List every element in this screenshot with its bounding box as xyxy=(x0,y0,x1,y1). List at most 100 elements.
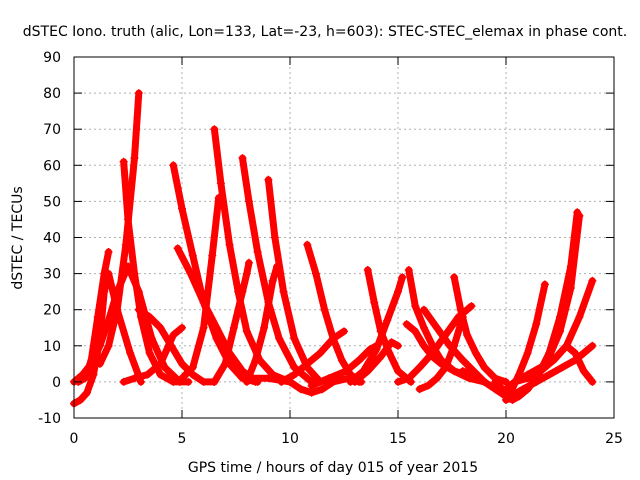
data-point xyxy=(415,385,424,394)
data-point xyxy=(329,334,338,343)
data-point xyxy=(571,349,580,358)
data-point xyxy=(167,341,176,350)
data-point xyxy=(411,327,420,336)
data-point xyxy=(178,359,186,368)
data-point xyxy=(303,359,312,368)
data-point xyxy=(130,374,139,383)
data-point xyxy=(145,349,154,358)
x-tick-label: 10 xyxy=(281,431,299,447)
satellite-arc-17 xyxy=(277,327,348,386)
series-line xyxy=(243,374,363,397)
data-point xyxy=(80,374,89,383)
data-point xyxy=(320,305,329,314)
data-point xyxy=(188,363,197,372)
data-point xyxy=(104,247,113,256)
data-point xyxy=(450,273,459,282)
series-line xyxy=(70,270,145,408)
data-point xyxy=(119,157,128,166)
data-point xyxy=(450,367,459,376)
series-line xyxy=(511,342,596,386)
data-point xyxy=(398,273,407,282)
data-point xyxy=(296,385,305,394)
data-point xyxy=(251,356,260,365)
series-line xyxy=(120,158,192,386)
data-point xyxy=(303,240,312,249)
data-point xyxy=(318,385,327,394)
data-point xyxy=(419,323,428,332)
satellite-arc-35 xyxy=(510,341,597,386)
x-axis-label: GPS time / hours of day 015 of year 2015 xyxy=(188,460,478,476)
x-tick-label: 0 xyxy=(70,431,79,447)
data-point xyxy=(134,305,143,314)
data-point xyxy=(394,287,402,296)
data-point xyxy=(82,388,91,397)
data-point xyxy=(342,367,351,376)
data-point xyxy=(540,280,549,289)
data-point xyxy=(419,305,428,314)
data-point xyxy=(523,374,532,383)
data-point xyxy=(264,175,273,184)
data-point xyxy=(160,363,169,372)
y-tick-label: -10 xyxy=(38,411,61,427)
data-point xyxy=(242,374,251,383)
series-line xyxy=(264,176,324,386)
data-point xyxy=(340,327,348,336)
data-point xyxy=(93,312,102,321)
data-point xyxy=(463,330,472,339)
data-point xyxy=(279,287,288,296)
data-point xyxy=(324,374,333,383)
data-point xyxy=(244,258,253,267)
data-point xyxy=(536,367,545,376)
data-point xyxy=(184,377,193,386)
data-point xyxy=(95,359,104,368)
data-point xyxy=(145,312,154,321)
data-point xyxy=(286,377,294,386)
data-point xyxy=(588,276,597,285)
satellite-arc-19 xyxy=(307,341,381,390)
data-point xyxy=(394,367,402,376)
data-point xyxy=(270,233,279,242)
data-point xyxy=(415,363,424,372)
data-point xyxy=(566,284,575,293)
data-point xyxy=(428,349,437,358)
data-point xyxy=(156,323,165,332)
data-point xyxy=(130,154,139,163)
data-point xyxy=(260,323,269,332)
data-point xyxy=(244,197,253,206)
data-point xyxy=(424,381,433,390)
data-point xyxy=(186,269,195,278)
data-point xyxy=(188,251,197,260)
satellite-arc-12 xyxy=(210,258,253,386)
data-point xyxy=(242,327,251,336)
data-point xyxy=(307,381,316,390)
data-point xyxy=(212,323,221,332)
data-point xyxy=(130,269,139,278)
data-point xyxy=(89,370,98,379)
data-point xyxy=(579,367,588,376)
data-point xyxy=(458,367,467,376)
data-point xyxy=(532,320,541,329)
data-point xyxy=(355,356,364,365)
data-point xyxy=(225,240,234,249)
data-point xyxy=(469,370,478,379)
data-point xyxy=(471,349,480,358)
data-point xyxy=(87,356,96,365)
data-point xyxy=(169,377,178,386)
data-point xyxy=(519,385,528,394)
data-point xyxy=(216,179,225,188)
data-point xyxy=(350,377,359,386)
y-tick-label: 60 xyxy=(43,158,61,174)
data-point xyxy=(221,359,230,368)
series-line xyxy=(506,342,596,400)
data-point xyxy=(480,377,489,386)
data-point xyxy=(510,377,519,386)
data-point xyxy=(169,161,178,170)
tick-labels: 0 5 10 15 20 25 -10 0 10 20 30 40 50 60 70 80 90 xyxy=(38,50,623,447)
data-point xyxy=(290,334,299,343)
data-point xyxy=(383,316,392,325)
data-point xyxy=(242,269,251,278)
y-tick-label: 40 xyxy=(43,231,61,247)
data-point xyxy=(238,287,247,296)
data-point xyxy=(229,323,238,332)
